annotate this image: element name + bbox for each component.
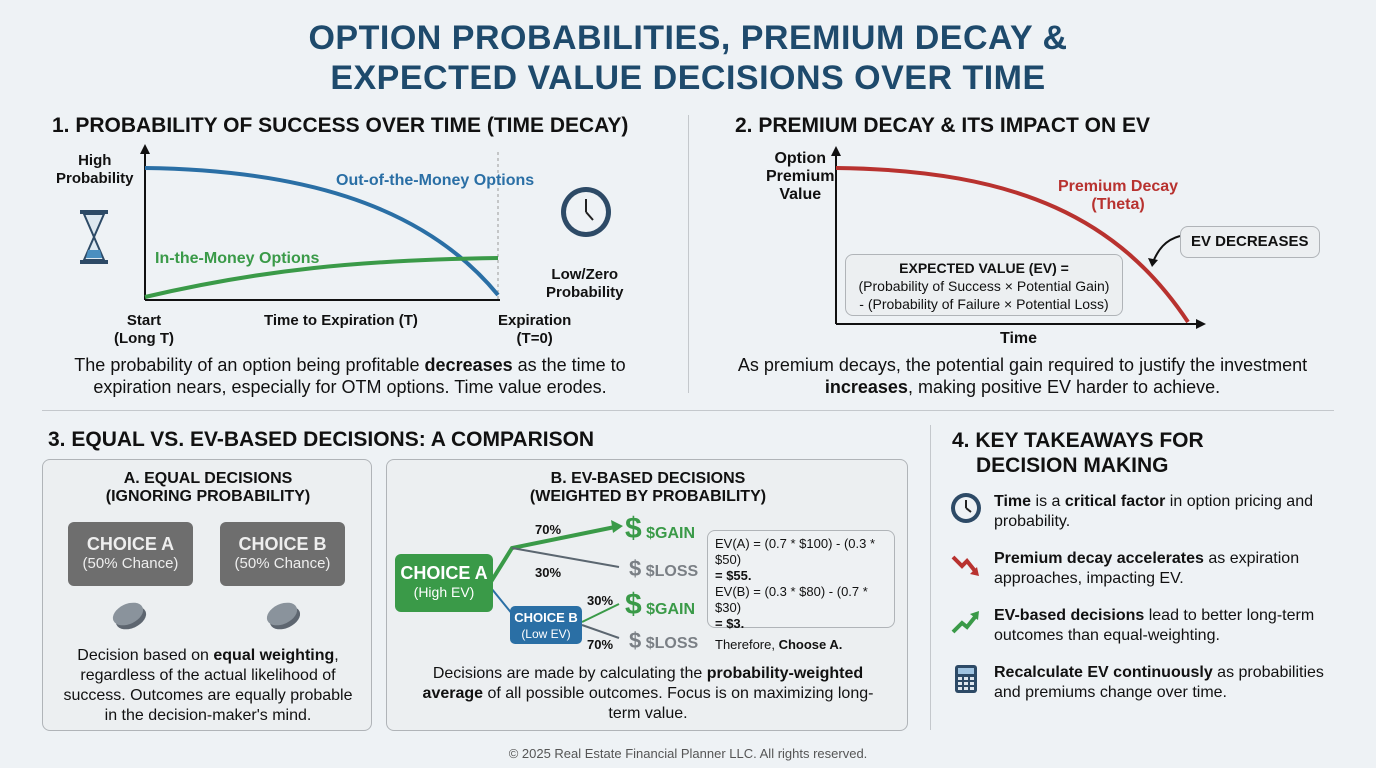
page-title: OPTION PROBABILITIES, PREMIUM DECAY & EXP… — [0, 18, 1376, 98]
section3-heading: 3. EQUAL VS. EV-BASED DECISIONS: A COMPA… — [48, 428, 595, 451]
title-line: EXPECTED VALUE DECISIONS OVER TIME — [330, 59, 1046, 97]
divider — [930, 425, 931, 730]
section2-caption: As premium decays, the potential gain re… — [737, 355, 1308, 397]
time-axis-label: Time — [1000, 330, 1038, 347]
y-high-label: High Probability — [56, 152, 134, 187]
premium-chart — [831, 146, 1206, 329]
premium-y-label: Option Premium Value — [766, 150, 835, 203]
prob-label: 70% — [535, 522, 562, 537]
premium-decay-curve — [835, 166, 1190, 324]
section4-heading: 4. KEY TAKEAWAYS FOR DECISION MAKING — [952, 429, 1204, 477]
premium-decay-label: Premium Decay (Theta) — [1058, 178, 1179, 213]
up-trend-icon — [951, 611, 979, 634]
footer-copyright: © 2025 Real Estate Financial Planner LLC… — [508, 746, 868, 761]
ev-decisions-panel: B. EV-BASED DECISIONS (WEIGHTED BY PROBAB… — [386, 459, 908, 731]
takeaways-list: Time is a critical factor in option pric… — [950, 492, 1340, 703]
ev-choice-b-box: CHOICE B (Low EV) — [510, 606, 582, 644]
x-end-label: Expiration (T=0) — [498, 312, 572, 347]
panel-a-caption: Decision based on equal weighting, regar… — [63, 647, 353, 724]
section2-heading: 2. PREMIUM DECAY & ITS IMPACT ON EV — [735, 114, 1151, 137]
title-line: OPTION PROBABILITIES, PREMIUM DECAY & — [308, 19, 1068, 57]
section1-caption: The probability of an option being profi… — [74, 355, 626, 397]
hourglass-icon — [80, 210, 108, 264]
takeaway-item: Premium decay accelerates as expiration … — [950, 549, 1340, 589]
gain-outcome: $ $GAIN — [625, 512, 696, 545]
panel-title: A. EQUAL DECISIONS (IGNORING PROBABILITY) — [105, 470, 311, 505]
probability-chart — [80, 144, 611, 301]
takeaway-item: EV-based decisions lead to better long-t… — [950, 606, 1340, 646]
dollar-icon: $ — [625, 588, 642, 621]
prob-label: 70% — [587, 637, 614, 652]
decision-tree-lines — [486, 520, 623, 639]
divider — [688, 115, 689, 393]
section1-heading: 1. PROBABILITY OF SUCCESS OVER TIME (TIM… — [52, 114, 629, 137]
y-low-label: Low/Zero Probability — [546, 266, 624, 301]
prob-label: 30% — [587, 593, 614, 608]
loss-outcome: $ $LOSS — [629, 556, 699, 581]
ev-choice-a-box: CHOICE A (High EV) — [395, 554, 493, 612]
ev-decreases-badge: EV DECREASES — [1180, 226, 1320, 258]
divider — [42, 410, 1334, 411]
ev-formula-box: EXPECTED VALUE (EV) = (Probability of Suc… — [845, 254, 1123, 316]
down-trend-icon — [951, 555, 979, 576]
dollar-icon: $ — [629, 628, 642, 653]
loss-outcome: $ $LOSS — [629, 628, 699, 653]
panel-b-caption: Decisions are made by calculating the pr… — [422, 665, 874, 722]
prob-label: 30% — [535, 565, 562, 580]
clock-icon — [951, 493, 981, 523]
coins-icon — [112, 602, 301, 630]
clock-icon — [561, 187, 611, 237]
gain-outcome: $ $GAIN — [625, 588, 696, 621]
choice-a-box: CHOICE A (50% Chance) — [68, 522, 193, 586]
x-axis-label: Time to Expiration (T) — [264, 312, 418, 329]
y-axis-arrow — [140, 144, 150, 154]
takeaway-item: Time is a critical factor in option pric… — [950, 492, 1340, 532]
itm-label: In-the-Money Options — [155, 250, 320, 267]
otm-label: Out-of-the-Money Options — [336, 172, 535, 189]
itm-curve — [144, 256, 499, 299]
ev-calculation-box: EV(A) = (0.7 * $100) - (0.3 * $50) = $55.… — [707, 530, 895, 652]
dollar-icon: $ — [625, 512, 642, 545]
choice-b-box: CHOICE B (50% Chance) — [220, 522, 345, 586]
dollar-icon: $ — [629, 556, 642, 581]
equal-decisions-panel: A. EQUAL DECISIONS (IGNORING PROBABILITY)… — [42, 459, 372, 731]
calculator-icon — [955, 665, 977, 693]
panel-title: B. EV-BASED DECISIONS (WEIGHTED BY PROBAB… — [529, 470, 767, 505]
takeaway-item: Recalculate EV continuously as probabili… — [950, 663, 1340, 703]
x-start-label: Start (Long T) — [114, 312, 174, 347]
